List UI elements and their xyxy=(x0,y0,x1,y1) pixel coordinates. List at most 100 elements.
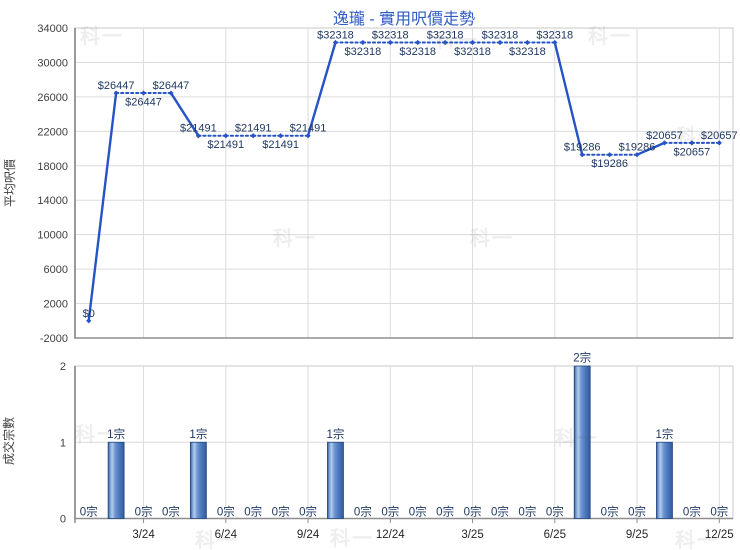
data-point-label: $21491 xyxy=(235,123,272,135)
x-tick-label: 3/25 xyxy=(461,529,483,541)
y-tick-label: 1 xyxy=(60,437,66,449)
bar-zero-label: 0宗 xyxy=(354,505,372,519)
data-point-label: $20657 xyxy=(674,146,711,158)
data-point-marker xyxy=(305,133,311,139)
data-point-label: $19286 xyxy=(619,142,656,154)
bar-zero-label: 0宗 xyxy=(135,505,153,519)
data-point-label: $32318 xyxy=(427,29,464,41)
y-tick-label: 34000 xyxy=(37,23,68,35)
data-point-marker xyxy=(442,39,448,46)
data-point-label: $21491 xyxy=(207,139,244,151)
bar-zero-label: 0宗 xyxy=(244,505,262,519)
bar-value-label: 1宗 xyxy=(327,427,345,441)
data-point-label: $32318 xyxy=(345,46,382,58)
x-tick-label: 9/24 xyxy=(297,529,320,541)
bar-zero-label: 0宗 xyxy=(272,505,290,519)
data-point-marker xyxy=(716,140,722,146)
price-line-chart: 34000 30000 26000 22000 18000 14000 10000 6000 2… xyxy=(3,23,738,345)
bar-zero-label: 0宗 xyxy=(601,505,619,519)
x-tick-label: 6/25 xyxy=(544,529,566,541)
x-tick-label: 6/24 xyxy=(215,529,238,541)
y-tick-label: 0 xyxy=(60,514,66,526)
bar-zero-label: 0宗 xyxy=(162,505,180,519)
data-point-marker xyxy=(387,39,393,46)
data-point-label: $20657 xyxy=(646,130,683,142)
data-point-marker xyxy=(661,140,668,146)
y-tick-label: 22000 xyxy=(37,126,68,138)
data-point-marker xyxy=(332,39,339,46)
data-point-marker xyxy=(278,133,284,139)
bar xyxy=(107,441,125,519)
data-point-label: $32318 xyxy=(536,29,573,41)
data-point-marker xyxy=(607,152,613,158)
bar xyxy=(656,441,673,519)
data-point-marker xyxy=(140,90,147,96)
x-tick-label: 9/25 xyxy=(626,529,648,541)
line-segment-solid xyxy=(635,141,666,156)
bar-value-label: 1宗 xyxy=(656,427,674,441)
data-point-label: $21491 xyxy=(290,123,327,135)
data-point-marker xyxy=(360,39,366,46)
y-axis-title: 成交宗數 xyxy=(1,417,16,465)
data-point-marker xyxy=(415,39,421,46)
bar-zero-label: 0宗 xyxy=(436,505,454,519)
y-tick-label: 18000 xyxy=(37,161,68,173)
data-point-marker xyxy=(168,90,174,96)
line-segment-solid xyxy=(87,91,118,322)
data-point-label: $26447 xyxy=(125,97,162,109)
data-point-marker xyxy=(689,140,695,146)
transactions-bar-chart: 2 1 0 成交宗數 3/24 6/24 9/24 12/24 3/25 6/25 9/25 12/2… xyxy=(1,351,734,542)
bar xyxy=(189,441,207,519)
data-point-marker xyxy=(552,39,558,46)
data-point-marker xyxy=(634,152,640,158)
data-point-label: $32318 xyxy=(372,29,409,41)
page-title: 逸瓏 - 實用呎價走勢 xyxy=(332,11,476,28)
bar-zero-label: 0宗 xyxy=(491,505,509,519)
x-tick-label: 12/24 xyxy=(376,529,405,541)
line-segment-solid xyxy=(169,91,200,137)
bar-zero-label: 0宗 xyxy=(546,505,564,519)
bar xyxy=(327,441,344,519)
line-segment-solid xyxy=(553,41,584,156)
data-point-label: $21491 xyxy=(180,123,217,135)
data-point-marker xyxy=(86,318,92,324)
data-point-marker xyxy=(195,133,201,139)
bar-zero-label: 0宗 xyxy=(710,505,728,519)
data-point-label: $21491 xyxy=(262,139,299,151)
bar-zero-label: 0宗 xyxy=(683,505,701,519)
bar-zero-label: 0宗 xyxy=(299,505,317,519)
data-point-label: $26447 xyxy=(153,80,190,92)
y-tick-label: 30000 xyxy=(37,57,68,69)
bar-zero-label: 0宗 xyxy=(217,505,235,519)
bar xyxy=(573,365,591,519)
data-point-label: $32318 xyxy=(399,46,436,58)
bar-zero-label: 0宗 xyxy=(628,505,646,519)
line-segment-solid xyxy=(306,41,337,137)
bar-zero-label: 0宗 xyxy=(464,505,482,519)
data-point-label: $26447 xyxy=(98,80,135,92)
bar-zero-label: 0宗 xyxy=(409,505,427,519)
bar-value-label: 1宗 xyxy=(189,427,207,441)
bar-zero-label: 0宗 xyxy=(381,505,399,519)
bar-zero-label: 0宗 xyxy=(80,505,98,519)
data-point-marker xyxy=(524,39,530,46)
y-tick-label: 14000 xyxy=(37,195,68,207)
y-tick-label: 26000 xyxy=(37,92,68,104)
x-tick-label: 12/25 xyxy=(705,529,734,541)
data-point-label: $32318 xyxy=(454,46,491,58)
data-point-marker xyxy=(469,39,476,46)
data-point-marker xyxy=(113,90,119,96)
data-point-marker xyxy=(579,152,585,158)
y-tick-label: 2000 xyxy=(44,299,68,311)
data-point-label: $19286 xyxy=(591,158,628,170)
bar-value-label: 2宗 xyxy=(573,351,591,365)
data-point-marker xyxy=(497,39,503,46)
y-tick-label: -2000 xyxy=(40,333,68,345)
data-point-label: $32318 xyxy=(509,46,546,58)
data-point-label: $19286 xyxy=(564,142,601,154)
bar-value-label: 1宗 xyxy=(107,427,125,441)
plot-border xyxy=(74,27,734,339)
y-axis-title: 平均呎價 xyxy=(3,159,17,207)
